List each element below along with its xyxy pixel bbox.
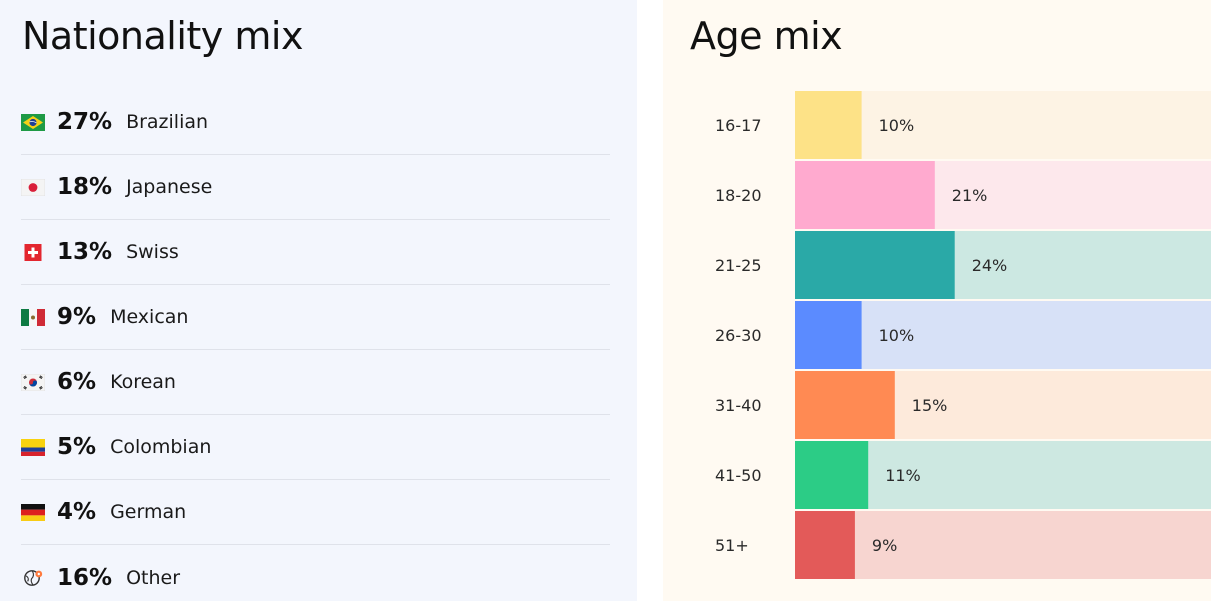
category-label: 51+ [715,536,749,555]
age-bar-chart: 16-17 10% 18-20 21% 21-25 24% 26-30 10% 31-40 15%… [715,91,1211,579]
nationality-row: 27% Brazilian [21,90,610,155]
nationality-label: Brazilian [126,111,209,133]
nationality-percent: 27% [57,109,113,135]
nationality-row: 9% Mexican [21,285,610,350]
value-label: 9% [872,536,897,555]
colombia-flag-icon [21,438,45,456]
globe-icon [24,570,43,586]
value-label: 24% [972,256,1008,275]
nationality-label: Other [126,566,181,589]
value-label: 15% [912,396,948,415]
category-label: 21-25 [715,256,762,275]
bar-51+ [795,511,855,579]
nationality-percent: 6% [57,369,97,395]
bar-18-20 [795,161,935,229]
bar-track [795,91,1211,159]
nationality-title: Nationality mix [22,14,303,58]
nationality-percent: 16% [57,564,113,591]
bar-track [795,301,1211,369]
category-label: 16-17 [715,116,762,135]
nationality-percent: 13% [57,239,113,265]
age-title: Age mix [690,14,843,58]
south-korea-flag-icon [21,373,45,391]
value-label: 11% [885,466,921,485]
brazil-flag-icon [21,113,45,131]
nationality-label: Japanese [126,176,213,198]
category-label: 31-40 [715,396,762,415]
germany-flag-icon [21,503,45,521]
nationality-label: Swiss [126,241,179,263]
bar-track [795,511,1211,579]
mexico-flag-icon [21,308,45,326]
nationality-percent: 18% [57,174,113,200]
bar-41-50 [795,441,869,509]
value-label: 10% [879,116,915,135]
bar-31-40 [795,371,895,439]
nationality-label: Mexican [110,306,189,328]
nationality-panel: Nationality mix 27% Brazilian 18% Japanese 1… [0,0,637,601]
switzerland-flag-icon [24,243,42,261]
nationality-row: 18% Japanese [21,155,610,220]
nationality-percent: 4% [57,499,97,525]
nationality-percent: 9% [57,304,97,330]
bar-21-25 [795,231,955,299]
nationality-row: 16% Other [21,545,610,601]
nationality-list: 27% Brazilian 18% Japanese 13% Swiss 9% Mexican… [21,90,610,601]
category-label: 18-20 [715,186,762,205]
nationality-percent: 5% [57,434,97,460]
japan-flag-icon [21,178,45,196]
nationality-row: 13% Swiss [21,220,610,285]
bar-16-17 [795,91,862,159]
nationality-row: 5% Colombian [21,415,610,480]
category-label: 41-50 [715,466,762,485]
nationality-label: German [110,501,187,523]
bar-26-30 [795,301,862,369]
value-label: 10% [879,326,915,345]
value-label: 21% [952,186,988,205]
age-panel: Age mix 16-17 10% 18-20 21% 21-25 24% 26-30 10%… [663,0,1211,601]
nationality-label: Korean [110,371,176,393]
nationality-row: 6% Korean [21,350,610,415]
nationality-label: Colombian [110,436,212,458]
nationality-row: 4% German [21,480,610,545]
category-label: 26-30 [715,326,762,345]
